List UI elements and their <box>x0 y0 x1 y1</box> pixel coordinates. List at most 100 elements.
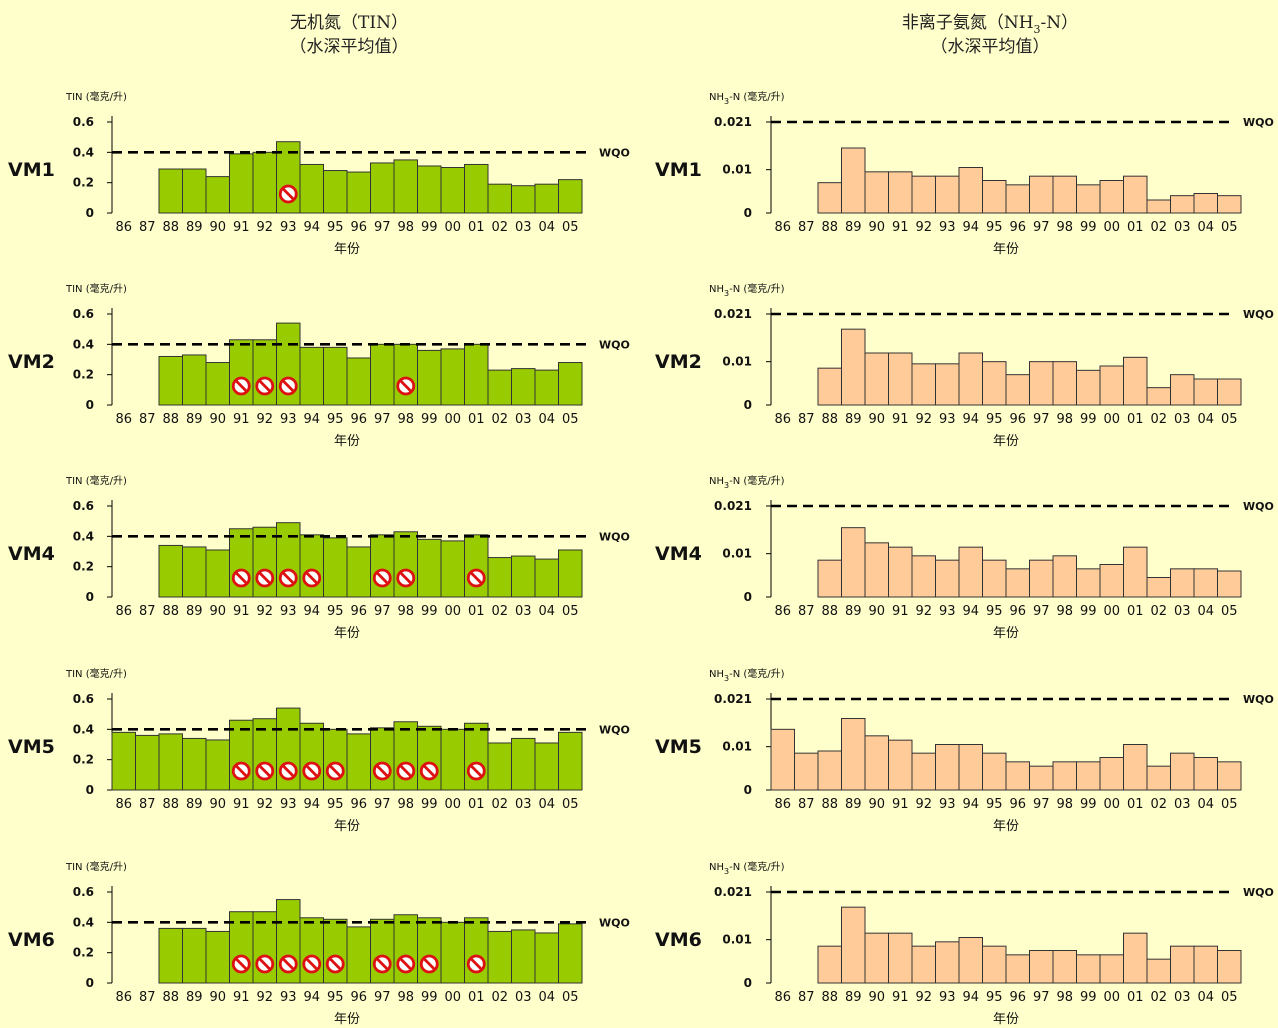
x-tick-label: 88 <box>821 220 838 235</box>
x-tick-label: 88 <box>821 990 838 1005</box>
bar <box>888 352 913 406</box>
bar <box>370 727 395 791</box>
y-axis-label-end: -N (毫克/升) <box>729 860 785 873</box>
bar <box>323 170 348 214</box>
x-tick-label: 04 <box>538 990 555 1005</box>
no-entry-icon <box>466 954 486 974</box>
bar <box>534 558 559 598</box>
bar <box>346 733 371 791</box>
bar <box>864 352 889 406</box>
x-tick-label: 96 <box>1009 220 1026 235</box>
y-axis-label-subscript: 3 <box>724 867 729 876</box>
nh3-title-subscript: 3 <box>1034 23 1041 36</box>
no-entry-icon-slash <box>399 571 412 585</box>
no-entry-icon-slash <box>305 571 318 585</box>
x-tick-label: 96 <box>350 604 367 619</box>
bar <box>1029 765 1054 791</box>
bar <box>1052 950 1077 984</box>
wqo-label: WQO <box>1243 308 1274 321</box>
bar <box>935 744 960 791</box>
no-entry-icon <box>278 954 298 974</box>
x-tick-label: 86 <box>774 220 791 235</box>
x-tick-label: 99 <box>1080 604 1097 619</box>
x-tick-label: 96 <box>1009 797 1026 812</box>
x-tick-label: 02 <box>1150 990 1167 1005</box>
bar <box>958 937 983 984</box>
y-tick-label: 0.2 <box>73 753 94 767</box>
x-tick-label: 99 <box>1080 412 1097 427</box>
y-axis-label: NH3-N (毫克/升) <box>709 667 785 683</box>
x-tick-label: 99 <box>421 220 438 235</box>
x-tick-label: 90 <box>868 990 885 1005</box>
x-tick-label: 04 <box>1197 604 1214 619</box>
x-tick-label: 01 <box>468 990 485 1005</box>
x-tick-label: 91 <box>892 220 909 235</box>
x-tick-label: 96 <box>350 990 367 1005</box>
x-tick-label: 94 <box>962 797 979 812</box>
no-entry-icon <box>231 568 251 588</box>
x-tick-label: 91 <box>892 412 909 427</box>
bar <box>841 147 866 214</box>
bar <box>841 906 866 984</box>
bar <box>1076 369 1101 406</box>
x-tick-label: 97 <box>374 797 391 812</box>
x-tick-label: 93 <box>939 220 956 235</box>
bar <box>1170 195 1195 214</box>
nh3-column-title: 非离子氨氮（NH3-N） <box>902 13 1078 36</box>
no-entry-icon-slash <box>235 957 248 971</box>
bar <box>1217 761 1242 791</box>
x-tick-label: 89 <box>845 604 862 619</box>
x-tick-label: 94 <box>303 412 320 427</box>
x-tick-label: 90 <box>868 797 885 812</box>
no-entry-icon-slash <box>376 764 389 778</box>
bar <box>252 151 277 214</box>
bar <box>487 369 512 406</box>
x-tick-label: 04 <box>1197 797 1214 812</box>
x-tick-label: 00 <box>1103 604 1120 619</box>
bar <box>1170 752 1195 791</box>
x-tick-label: 03 <box>515 604 532 619</box>
x-axis-label: 年份 <box>334 434 360 449</box>
x-tick-label: 92 <box>256 604 273 619</box>
x-axis-label: 年份 <box>334 626 360 641</box>
bar <box>982 752 1007 791</box>
bar <box>1146 577 1171 598</box>
no-entry-icon-slash <box>235 571 248 585</box>
y-tick-label: 0 <box>744 398 752 412</box>
x-tick-label: 89 <box>186 604 203 619</box>
x-tick-label: 88 <box>821 797 838 812</box>
bar <box>417 165 442 214</box>
bar <box>1146 387 1171 406</box>
x-tick-label: 93 <box>280 220 297 235</box>
station-label: VM1 <box>655 159 702 181</box>
no-entry-icon <box>278 184 298 204</box>
wqo-label: WQO <box>1243 693 1274 706</box>
x-tick-label: 99 <box>1080 797 1097 812</box>
no-entry-icon-slash <box>376 957 389 971</box>
x-tick-label: 92 <box>915 220 932 235</box>
y-tick-label: 0.6 <box>73 115 94 129</box>
bar <box>534 742 559 791</box>
no-entry-icon <box>396 954 416 974</box>
bar <box>158 355 183 406</box>
no-entry-icon <box>396 568 416 588</box>
no-entry-icon-slash <box>423 957 436 971</box>
bar <box>417 725 442 791</box>
bar <box>1193 757 1218 791</box>
bar <box>935 559 960 598</box>
x-tick-label: 89 <box>845 220 862 235</box>
bar <box>1123 932 1148 984</box>
x-tick-label: 86 <box>115 797 132 812</box>
x-tick-label: 87 <box>798 412 815 427</box>
x-tick-label: 98 <box>397 220 414 235</box>
bar <box>817 367 842 406</box>
x-tick-label: 97 <box>374 990 391 1005</box>
bar <box>794 752 819 791</box>
y-axis-label-main: NH <box>709 862 724 873</box>
x-tick-label: 88 <box>162 220 179 235</box>
x-tick-label: 05 <box>562 604 579 619</box>
x-tick-label: 89 <box>845 990 862 1005</box>
x-tick-label: 89 <box>186 220 203 235</box>
no-entry-icon <box>278 568 298 588</box>
x-tick-label: 94 <box>962 220 979 235</box>
